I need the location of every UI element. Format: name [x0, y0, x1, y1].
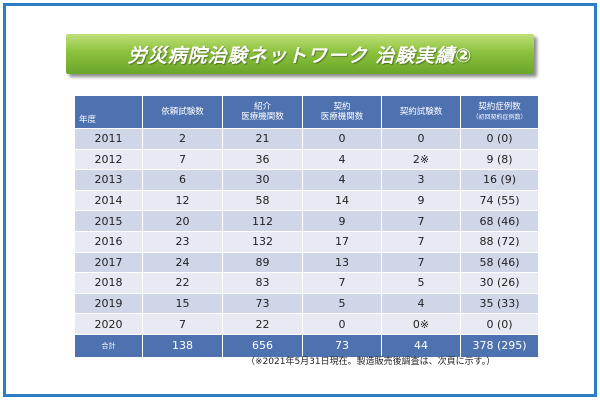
totals-row: 合計 138 656 73 44 378 (295) — [74, 333, 539, 358]
cell-referred: 89 — [222, 251, 303, 274]
cell-year: 2013 — [74, 169, 143, 191]
cell-contract-trials: 7 — [381, 251, 461, 274]
header-contract-cases-line2: （初回契約症例数） — [472, 113, 527, 121]
table-row: 2013 6 30 4 3 16 (9) — [74, 169, 539, 191]
cell-requested: 12 — [142, 189, 223, 212]
cell-contract-trials: 0※ — [381, 313, 461, 335]
totals-contract-cases: 378 (295) — [460, 333, 539, 358]
header-contract-inst: 契約 医療機関数 — [302, 95, 382, 129]
cell-year: 2011 — [74, 128, 143, 150]
header-contract-inst-line1: 契約 — [333, 102, 351, 112]
cell-contract-trials: 7 — [381, 230, 461, 253]
results-table: 年度 依頼試験数 紹介 医療機関数 契約 医療機関数 契約試験数 契約症例数 （… — [74, 95, 539, 358]
cell-contract-cases: 0 (0) — [460, 313, 539, 335]
cell-referred: 21 — [222, 128, 303, 150]
cell-contract-inst: 0 — [302, 128, 382, 150]
cell-contract-trials: 7 — [381, 210, 461, 232]
cell-requested: 2 — [142, 128, 223, 150]
cell-contract-cases: 30 (26) — [460, 272, 539, 294]
cell-referred: 22 — [222, 313, 303, 335]
cell-requested: 7 — [142, 313, 223, 335]
cell-contract-trials: 3 — [381, 169, 461, 191]
cell-year: 2018 — [74, 272, 143, 294]
table-row: 2020 7 22 0 0※ 0 (0) — [74, 313, 539, 335]
cell-requested: 20 — [142, 210, 223, 232]
cell-requested: 15 — [142, 292, 223, 315]
cell-referred: 83 — [222, 272, 303, 294]
cell-year: 2014 — [74, 189, 143, 212]
cell-contract-trials: 0 — [381, 128, 461, 150]
header-contract-inst-line2: 医療機関数 — [320, 112, 364, 122]
cell-contract-inst: 7 — [302, 272, 382, 294]
cell-requested: 23 — [142, 230, 223, 253]
cell-referred: 112 — [222, 210, 303, 232]
header-contract-cases: 契約症例数 （初回契約症例数） — [460, 95, 539, 129]
table-row: 2011 2 21 0 0 0 (0) — [74, 128, 539, 150]
cell-year: 2019 — [74, 292, 143, 315]
cell-contract-inst: 14 — [302, 189, 382, 212]
cell-contract-inst: 4 — [302, 148, 382, 171]
table-row: 2016 23 132 17 7 88 (72) — [74, 230, 539, 253]
cell-contract-inst: 0 — [302, 313, 382, 335]
cell-contract-cases: 68 (46) — [460, 210, 539, 232]
table-row: 2018 22 83 7 5 30 (26) — [74, 272, 539, 294]
cell-contract-trials: 2※ — [381, 148, 461, 171]
cell-contract-inst: 17 — [302, 230, 382, 253]
table-row: 2012 7 36 4 2※ 9 (8) — [74, 148, 539, 171]
cell-contract-cases: 35 (33) — [460, 292, 539, 315]
cell-requested: 22 — [142, 272, 223, 294]
title-banner: 労災病院治験ネットワーク 治験実績② — [66, 34, 534, 74]
page-title: 労災病院治験ネットワーク 治験実績② — [127, 44, 473, 67]
cell-contract-inst: 13 — [302, 251, 382, 274]
cell-contract-cases: 74 (55) — [460, 189, 539, 212]
cell-contract-cases: 88 (72) — [460, 230, 539, 253]
table-row: 2019 15 73 5 4 35 (33) — [74, 292, 539, 315]
cell-contract-cases: 9 (8) — [460, 148, 539, 171]
table-row: 2015 20 112 9 7 68 (46) — [74, 210, 539, 232]
header-contract-trials: 契約試験数 — [381, 95, 461, 129]
cell-year: 2020 — [74, 313, 143, 335]
table-row: 2014 12 58 14 9 74 (55) — [74, 189, 539, 212]
cell-year: 2012 — [74, 148, 143, 171]
totals-referred: 656 — [222, 333, 303, 358]
header-contract-cases-line1: 契約症例数 — [478, 101, 521, 112]
cell-contract-trials: 4 — [381, 292, 461, 315]
header-requested: 依頼試験数 — [142, 95, 223, 129]
cell-contract-inst: 9 — [302, 210, 382, 232]
slide-frame: 労災病院治験ネットワーク 治験実績② 年度 依頼試験数 紹介 医療機関数 契約 … — [3, 3, 597, 397]
header-referred-line1: 紹介 — [253, 102, 271, 112]
cell-referred: 132 — [222, 230, 303, 253]
header-referred: 紹介 医療機関数 — [222, 95, 303, 129]
cell-contract-cases: 16 (9) — [460, 169, 539, 191]
cell-contract-inst: 4 — [302, 169, 382, 191]
cell-requested: 7 — [142, 148, 223, 171]
header-year: 年度 — [74, 95, 143, 129]
cell-contract-trials: 9 — [381, 189, 461, 212]
cell-contract-cases: 58 (46) — [460, 251, 539, 274]
footnote: （※2021年5月31日現在。製造販売後調査は、次頁に示す。） — [246, 357, 496, 367]
cell-year: 2016 — [74, 230, 143, 253]
header-referred-line2: 医療機関数 — [241, 112, 284, 122]
totals-contract-inst: 73 — [302, 333, 382, 358]
cell-requested: 24 — [142, 251, 223, 274]
table-header-row: 年度 依頼試験数 紹介 医療機関数 契約 医療機関数 契約試験数 契約症例数 （… — [74, 95, 539, 129]
cell-referred: 73 — [222, 292, 303, 315]
cell-year: 2015 — [74, 210, 143, 232]
cell-referred: 36 — [222, 148, 303, 171]
cell-contract-trials: 5 — [381, 272, 461, 294]
cell-referred: 30 — [222, 169, 303, 191]
cell-year: 2017 — [74, 251, 143, 274]
table-row: 2017 24 89 13 7 58 (46) — [74, 251, 539, 274]
totals-label: 合計 — [74, 333, 143, 358]
cell-referred: 58 — [222, 189, 303, 212]
table-body: 2011 2 21 0 0 0 (0) 2012 7 36 4 2※ 9 (8) 2013 6 30 4 3 16… — [74, 128, 539, 335]
totals-contract-trials: 44 — [381, 333, 461, 358]
totals-requested: 138 — [142, 333, 223, 358]
cell-contract-inst: 5 — [302, 292, 382, 315]
cell-requested: 6 — [142, 169, 223, 191]
cell-contract-cases: 0 (0) — [460, 128, 539, 150]
